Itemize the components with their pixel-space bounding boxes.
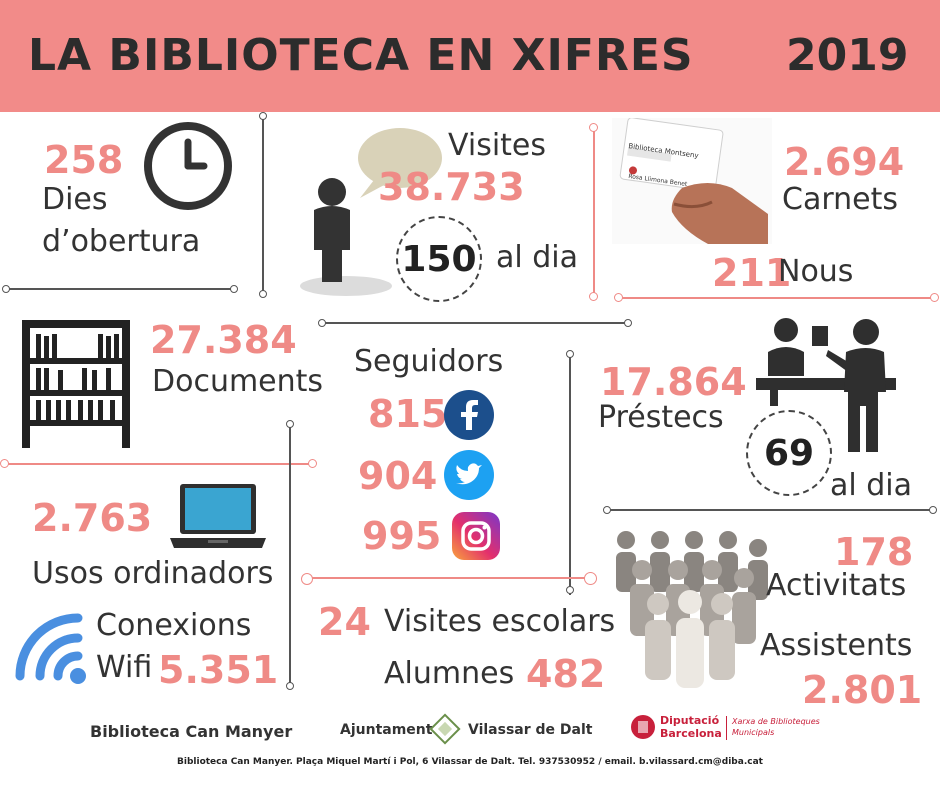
facebook-icon[interactable]: [444, 390, 494, 440]
divider-dot: [603, 506, 611, 514]
computers-label: Usos ordinadors: [32, 556, 274, 591]
library-logo-text: Biblioteca Can Manyer: [90, 722, 293, 741]
year-label: 2019: [786, 30, 909, 81]
wifi-label-1: Conexions: [96, 608, 252, 643]
opening-days-value: 258: [44, 138, 124, 182]
cards-value: 2.694: [784, 140, 905, 184]
facebook-followers-value: 815: [368, 392, 448, 436]
divider-dot: [301, 573, 313, 585]
librarian-loan-icon: [756, 318, 896, 452]
divider: [322, 322, 628, 324]
council-text-1: Ajuntament: [340, 722, 433, 738]
diputacio-text: Diputació Barcelona: [660, 714, 722, 740]
opening-days-label-1: Dies: [42, 182, 108, 217]
wifi-value: 5.351: [158, 648, 279, 692]
divider-dot: [624, 319, 632, 327]
council-emblem-icon: [429, 713, 461, 745]
school-visits-label: Visites escolars: [384, 604, 616, 639]
crowd-icon: [616, 531, 768, 688]
loans-per-day-circle: 69: [746, 410, 832, 496]
laptop-icon: [170, 484, 266, 548]
divider-dot: [589, 123, 598, 132]
divider-dot: [286, 682, 294, 690]
cards-new-label: Nous: [778, 254, 854, 289]
attendees-value: 2.801: [802, 668, 923, 712]
visits-label: Visites: [448, 128, 547, 163]
documents-value: 27.384: [150, 318, 297, 362]
twitter-followers-value: 904: [358, 454, 438, 498]
divider-dot: [584, 572, 597, 585]
divider: [620, 297, 934, 299]
divider: [262, 118, 264, 294]
divider-dot: [308, 459, 317, 468]
divider-dot: [566, 350, 574, 358]
header-banner: LA BIBLIOTECA EN XIFRES 2019: [0, 0, 940, 112]
wifi-label-2: Wifi: [96, 650, 153, 685]
divider-dot: [318, 319, 326, 327]
divider-dot: [566, 586, 574, 594]
xarxa-text: Xarxa de Biblioteques Municipals: [732, 716, 820, 738]
divider-dot: [614, 293, 623, 302]
documents-label: Documents: [152, 364, 324, 399]
loans-per-day-value: 69: [763, 432, 815, 474]
bookshelf-icon: [22, 320, 130, 448]
cards-label: Carnets: [782, 182, 899, 217]
followers-label: Seguidors: [354, 344, 504, 379]
xarxa-line-1: Xarxa de Biblioteques: [732, 717, 820, 726]
divider: [608, 509, 934, 511]
footer-separator: [726, 716, 727, 740]
divider-dot: [259, 290, 267, 298]
cards-new-value: 211: [712, 251, 792, 295]
divider: [6, 463, 312, 465]
visits-per-day-label: al dia: [496, 240, 579, 275]
xarxa-line-2: Municipals: [732, 728, 775, 737]
diputacio-emblem-icon: [631, 715, 655, 739]
divider-dot: [259, 112, 267, 120]
attendees-label: Assistents: [760, 628, 913, 663]
divider: [569, 355, 571, 595]
wifi-icon: [15, 613, 86, 684]
divider-dot: [0, 459, 9, 468]
visits-per-day-circle: 150: [396, 216, 482, 302]
divider: [289, 424, 291, 686]
computers-value: 2.763: [32, 496, 153, 540]
loans-per-day-label: al dia: [830, 468, 913, 503]
diputacio-line-2: Barcelona: [660, 727, 722, 740]
divider-dot: [929, 506, 937, 514]
loans-value: 17.864: [600, 360, 747, 404]
visitor-speech-icon: [300, 128, 442, 296]
library-card-icon: [612, 118, 772, 244]
visits-value: 38.733: [378, 165, 525, 209]
divider-dot: [2, 285, 10, 293]
activities-label: Activitats: [766, 568, 907, 603]
divider: [308, 577, 592, 579]
opening-days-label-2: d’obertura: [42, 224, 201, 259]
footer-address: Biblioteca Can Manyer. Plaça Miquel Mart…: [177, 757, 763, 767]
council-text-2: Vilassar de Dalt: [468, 722, 593, 738]
diputacio-line-1: Diputació: [660, 714, 720, 727]
clock-icon: [144, 122, 232, 210]
instagram-followers-value: 995: [362, 514, 442, 558]
divider-dot: [930, 293, 939, 302]
activities-value: 178: [834, 530, 914, 574]
instagram-icon[interactable]: [452, 512, 500, 560]
students-value: 482: [526, 652, 606, 696]
divider: [593, 128, 595, 298]
divider-dot: [589, 292, 598, 301]
divider: [8, 288, 234, 290]
students-label: Alumnes: [384, 656, 515, 691]
visits-per-day-value: 150: [401, 238, 477, 280]
school-visits-value: 24: [318, 600, 371, 644]
divider-dot: [230, 285, 238, 293]
twitter-icon[interactable]: [444, 450, 494, 500]
loans-label: Préstecs: [598, 400, 724, 435]
divider-dot: [286, 420, 294, 428]
page-title: LA BIBLIOTECA EN XIFRES: [28, 30, 694, 81]
